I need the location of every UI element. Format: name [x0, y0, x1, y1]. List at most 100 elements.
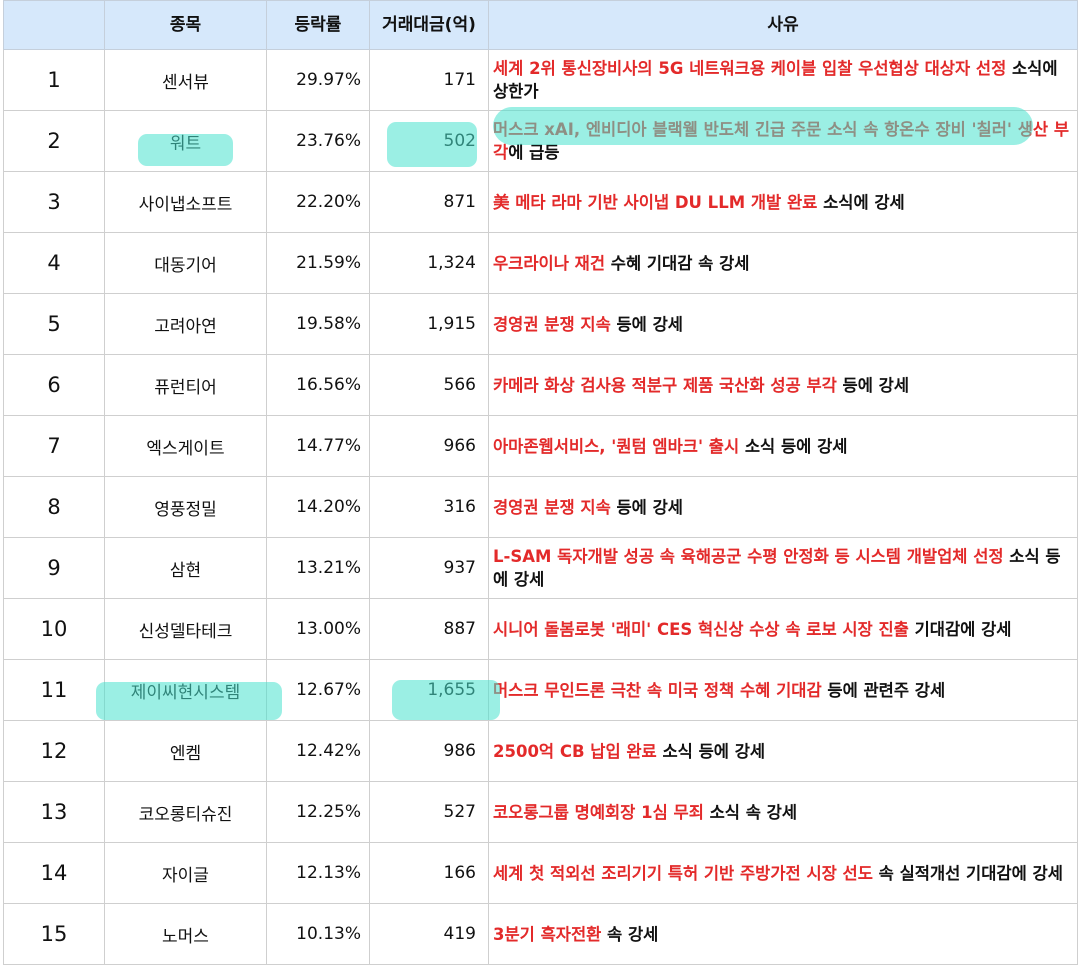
table-row: 1 센서뷰 29.97% 171 세계 2위 통신장비사의 5G 네트워크용 케이블 입… [3, 49, 1078, 111]
rank-cell: 14 [3, 842, 105, 904]
reason-highlight-text: 머스크 xAI, 엔비디아 블랙웰 반도체 긴급 주문 소식 속 항온수 장비 … [493, 120, 1069, 162]
stock-name-cell: 대동기어 [104, 232, 267, 294]
reason-cell: 경영권 분쟁 지속 등에 강세 [488, 476, 1078, 538]
reason-cell: 美 메타 라마 기반 사이냅 DU LLM 개발 완료 소식에 강세 [488, 171, 1078, 233]
reason-tail-text: 소식에 강세 [817, 192, 905, 212]
reason-tail-text: 소식 등에 강세 [493, 547, 1061, 589]
reason-cell: 경영권 분쟁 지속 등에 강세 [488, 293, 1078, 355]
table-row: 12 엔켐 12.42% 986 2500억 CB 납입 완료 소식 등에 강세 [3, 720, 1078, 782]
reason-cell: 시니어 돌봄로봇 '래미' CES 혁신상 수상 속 로보 시장 진출 기대감에… [488, 598, 1078, 660]
header-name: 종목 [104, 0, 267, 50]
trade-volume-cell: 527 [369, 781, 489, 843]
stock-name-cell: 노머스 [104, 903, 267, 965]
reason-cell: 카메라 화상 검사용 적분구 제품 국산화 성공 부각 등에 강세 [488, 354, 1078, 416]
rank-cell: 12 [3, 720, 105, 782]
stock-name-cell: 센서뷰 [104, 49, 267, 111]
reason-tail-text: 소식 등에 강세 [656, 741, 766, 761]
header-rank [3, 0, 105, 50]
header-volume: 거래대금(억) [369, 0, 489, 50]
table-row: 6 퓨런티어 16.56% 566 카메라 화상 검사용 적분구 제품 국산화 성공 부… [3, 354, 1078, 416]
reason-highlight-text: 시니어 돌봄로봇 '래미' CES 혁신상 수상 속 로보 시장 진출 [493, 619, 909, 639]
change-rate-cell: 22.20% [266, 171, 370, 233]
rank-cell: 6 [3, 354, 105, 416]
reason-tail-text: 등에 관련주 강세 [821, 680, 946, 700]
reason-tail-text: 속 강세 [601, 924, 659, 944]
reason-tail-text: 등에 강세 [610, 497, 683, 517]
table-row: 14 자이글 12.13% 166 세계 첫 적외선 조리기기 특허 기반 주방가전 시… [3, 842, 1078, 904]
rank-cell: 11 [3, 659, 105, 721]
reason-cell: 세계 2위 통신장비사의 5G 네트워크용 케이블 입찰 우선협상 대상자 선정… [488, 49, 1078, 111]
stock-name-cell: 워트 [104, 110, 267, 172]
stock-name-cell: 코오롱티슈진 [104, 781, 267, 843]
trade-volume-cell: 171 [369, 49, 489, 111]
table-row: 5 고려아연 19.58% 1,915 경영권 분쟁 지속 등에 강세 [3, 293, 1078, 355]
reason-cell: 머스크 무인드론 극찬 속 미국 정책 수혜 기대감 등에 관련주 강세 [488, 659, 1078, 721]
change-rate-cell: 29.97% [266, 49, 370, 111]
table-row: 3 사이냅소프트 22.20% 871 美 메타 라마 기반 사이냅 DU LLM 개발… [3, 171, 1078, 233]
change-rate-cell: 12.13% [266, 842, 370, 904]
reason-cell: 머스크 xAI, 엔비디아 블랙웰 반도체 긴급 주문 소식 속 항온수 장비 … [488, 110, 1078, 172]
reason-tail-text: 에 급등 [508, 143, 560, 162]
table-row: 2 워트 23.76% 502 머스크 xAI, 엔비디아 블랙웰 반도체 긴급 주문 … [3, 110, 1078, 172]
header-rate: 등락률 [266, 0, 370, 50]
reason-highlight-text: 경영권 분쟁 지속 [493, 497, 611, 517]
reason-tail-text: 기대감에 강세 [908, 619, 1012, 639]
rank-cell: 5 [3, 293, 105, 355]
change-rate-cell: 14.77% [266, 415, 370, 477]
reason-highlight-text: 세계 첫 적외선 조리기기 특허 기반 주방가전 시장 선도 [493, 863, 873, 883]
reason-highlight-text: 아마존웹서비스, '퀀텀 엠바크' 출시 [493, 436, 740, 456]
reason-highlight-text: 2500억 CB 납입 완료 [493, 741, 657, 761]
change-rate-cell: 23.76% [266, 110, 370, 172]
header-reason: 사유 [488, 0, 1078, 50]
change-rate-cell: 16.56% [266, 354, 370, 416]
table-row: 8 영풍정밀 14.20% 316 경영권 분쟁 지속 등에 강세 [3, 476, 1078, 538]
trade-volume-cell: 166 [369, 842, 489, 904]
table-row: 9 삼현 13.21% 937 L-SAM 독자개발 성공 속 육해공군 수평 안정화… [3, 537, 1078, 599]
stock-name-cell: 영풍정밀 [104, 476, 267, 538]
rank-cell: 13 [3, 781, 105, 843]
table-header: 종목 등락률 거래대금(억) 사유 [3, 0, 1078, 50]
trade-volume-cell: 937 [369, 537, 489, 599]
rank-cell: 9 [3, 537, 105, 599]
stock-name-cell: 엑스게이트 [104, 415, 267, 477]
change-rate-cell: 12.42% [266, 720, 370, 782]
change-rate-cell: 19.58% [266, 293, 370, 355]
reason-cell: L-SAM 독자개발 성공 속 육해공군 수평 안정화 등 시스템 개발업체 선… [488, 537, 1078, 599]
reason-cell: 코오롱그룹 명예회장 1심 무죄 소식 속 강세 [488, 781, 1078, 843]
reason-highlight-text: 세계 2위 통신장비사의 5G 네트워크용 케이블 입찰 우선협상 대상자 선정 [493, 59, 1007, 78]
reason-cell: 3분기 흑자전환 속 강세 [488, 903, 1078, 965]
trade-volume-cell: 871 [369, 171, 489, 233]
reason-tail-text: 등에 강세 [610, 314, 683, 334]
reason-highlight-text: L-SAM 독자개발 성공 속 육해공군 수평 안정화 등 시스템 개발업체 선… [493, 547, 1004, 566]
reason-tail-text: 소식 등에 강세 [739, 436, 848, 456]
trade-volume-cell: 1,655 [369, 659, 489, 721]
stock-name-cell: 신성델타테크 [104, 598, 267, 660]
reason-highlight-text: 3분기 흑자전환 [493, 924, 602, 944]
change-rate-cell: 10.13% [266, 903, 370, 965]
rank-cell: 3 [3, 171, 105, 233]
table-row: 7 엑스게이트 14.77% 966 아마존웹서비스, '퀀텀 엠바크' 출시 소식 등… [3, 415, 1078, 477]
rank-cell: 7 [3, 415, 105, 477]
trade-volume-cell: 419 [369, 903, 489, 965]
stock-ranking-table: 종목 등락률 거래대금(억) 사유 1 센서뷰 29.97% 171 세계 2위 통신장… [3, 0, 1078, 965]
stock-name-cell: 사이냅소프트 [104, 171, 267, 233]
reason-cell: 세계 첫 적외선 조리기기 특허 기반 주방가전 시장 선도 속 실적개선 기대… [488, 842, 1078, 904]
reason-tail-text: 속 실적개선 기대감에 강세 [872, 863, 1063, 883]
rank-cell: 10 [3, 598, 105, 660]
table-body: 1 센서뷰 29.97% 171 세계 2위 통신장비사의 5G 네트워크용 케이블 입… [3, 49, 1078, 965]
reason-highlight-text: 카메라 화상 검사용 적분구 제품 국산화 성공 부각 [493, 375, 837, 395]
change-rate-cell: 12.25% [266, 781, 370, 843]
stock-name-cell: 제이씨현시스템 [104, 659, 267, 721]
table-row: 10 신성델타테크 13.00% 887 시니어 돌봄로봇 '래미' CES 혁신상 수… [3, 598, 1078, 660]
reason-cell: 아마존웹서비스, '퀀텀 엠바크' 출시 소식 등에 강세 [488, 415, 1078, 477]
table-row: 15 노머스 10.13% 419 3분기 흑자전환 속 강세 [3, 903, 1078, 965]
header-row: 종목 등락률 거래대금(억) 사유 [3, 0, 1078, 50]
table-row: 13 코오롱티슈진 12.25% 527 코오롱그룹 명예회장 1심 무죄 소식 속 강… [3, 781, 1078, 843]
trade-volume-cell: 316 [369, 476, 489, 538]
stock-name-cell: 삼현 [104, 537, 267, 599]
trade-volume-cell: 502 [369, 110, 489, 172]
rank-cell: 15 [3, 903, 105, 965]
change-rate-cell: 14.20% [266, 476, 370, 538]
table-row: 11 제이씨현시스템 12.67% 1,655 머스크 무인드론 극찬 속 미국 정책 … [3, 659, 1078, 721]
trade-volume-cell: 1,915 [369, 293, 489, 355]
